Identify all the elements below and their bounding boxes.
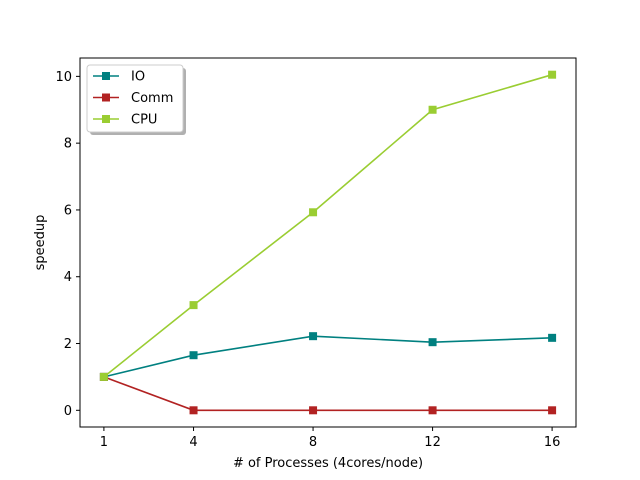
y-tick-label: 2	[64, 337, 72, 352]
data-point-comm	[428, 406, 437, 415]
plot-frame	[79, 57, 577, 428]
legend-swatch-marker	[102, 72, 110, 80]
data-point-comm	[309, 406, 318, 415]
data-point-comm	[548, 406, 557, 415]
legend: IO Comm CPU	[86, 64, 186, 135]
y-tick-label: 4	[64, 270, 72, 285]
y-axis-label: speedup	[33, 215, 48, 271]
legend-swatch-marker	[102, 93, 110, 102]
legend-label: CPU	[131, 113, 157, 128]
data-point-io	[428, 338, 437, 347]
x-tick-label: 16	[544, 435, 561, 450]
data-point-cpu	[548, 70, 557, 79]
data-point-cpu	[428, 105, 437, 114]
legend-swatch-marker	[102, 115, 110, 123]
data-point-io	[309, 332, 318, 341]
x-tick-label: 4	[189, 435, 197, 450]
series-layer	[99, 70, 557, 415]
x-tick-label: 1	[100, 435, 108, 450]
data-point-cpu	[189, 301, 198, 310]
y-tick-label: 8	[64, 137, 72, 152]
data-point-io	[548, 333, 557, 342]
legend-label: IO	[131, 70, 145, 85]
x-tick-label: 12	[424, 435, 441, 450]
x-tick-label: 8	[309, 435, 317, 450]
legend-label: Comm	[131, 91, 173, 106]
data-point-cpu	[99, 372, 108, 381]
legend-box	[86, 64, 184, 133]
x-axis-label: # of Processes (4cores/node)	[233, 456, 423, 471]
data-point-comm	[189, 406, 198, 415]
y-tick-label: 0	[64, 404, 72, 419]
y-tick-label: 6	[64, 203, 72, 218]
axis-ticks: 1 4 8 12 16 0 2 4 6 8 10	[55, 70, 560, 450]
y-tick-label: 10	[55, 70, 72, 85]
data-point-io	[189, 351, 198, 360]
data-point-cpu	[309, 208, 318, 217]
